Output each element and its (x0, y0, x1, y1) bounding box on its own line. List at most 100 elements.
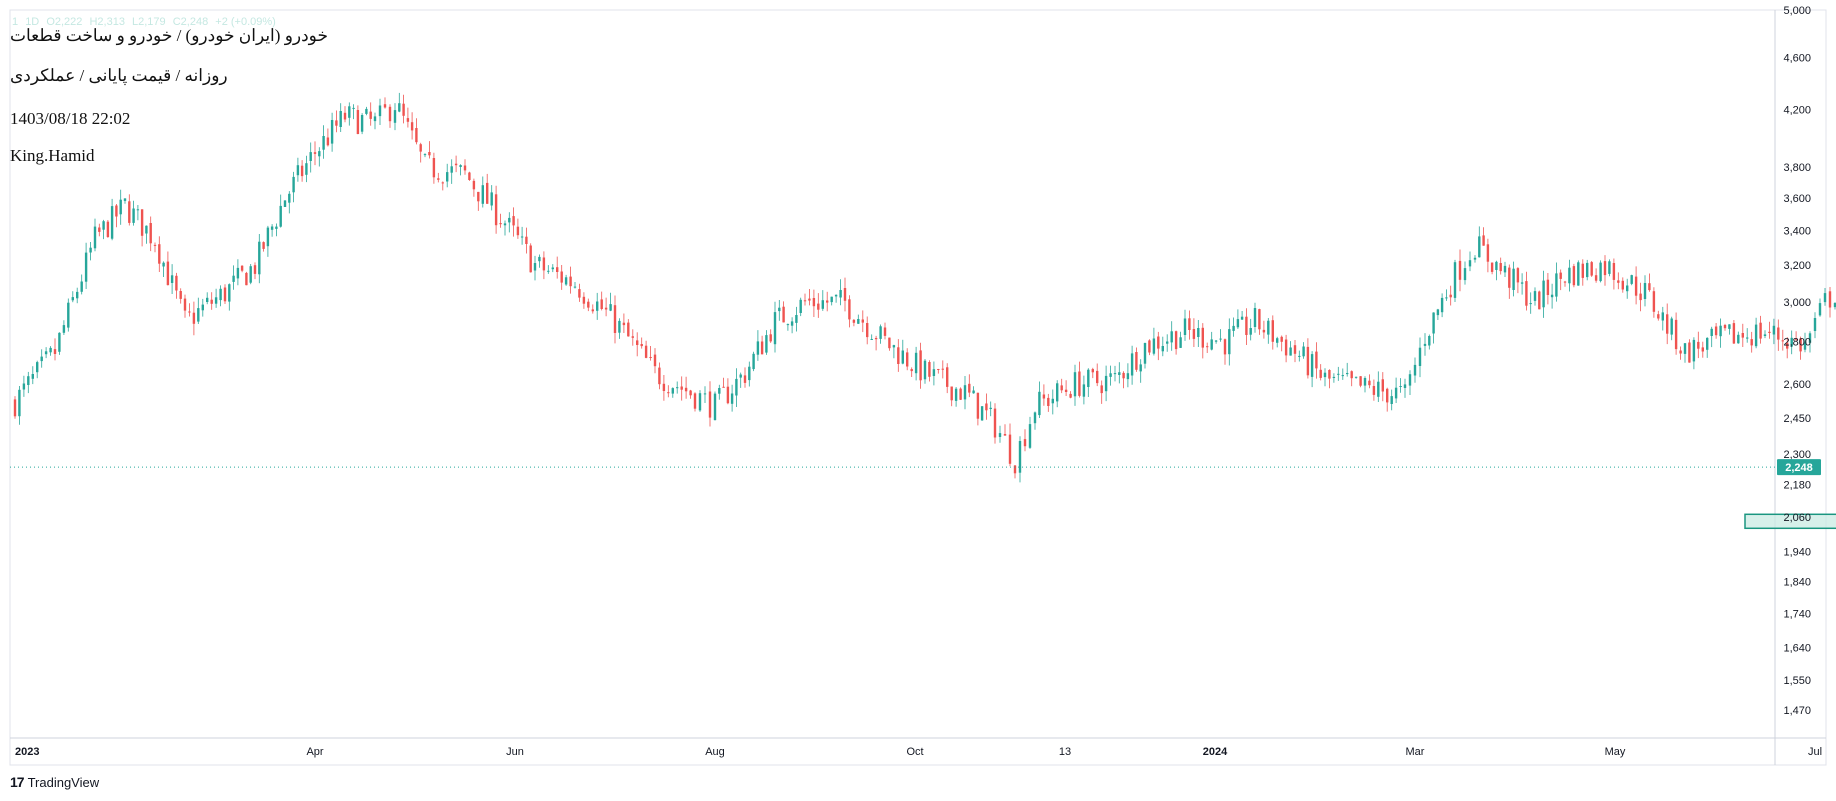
candle-body (756, 341, 760, 355)
candle-body (799, 299, 802, 313)
tradingview-brand[interactable]: 17 TradingView (10, 774, 99, 790)
candle-body (861, 319, 864, 323)
candle-body (22, 383, 26, 390)
price-axis[interactable]: 5,000 4,600 4,200 3,800 3,600 3,400 3,200 3,000… (1777, 5, 1821, 717)
candle-body (1328, 370, 1331, 379)
x-tick-label: Mar (1406, 746, 1425, 758)
candle-body (684, 387, 688, 392)
candle-body (1337, 373, 1340, 375)
candle-body (923, 360, 927, 380)
candle-body (834, 294, 838, 297)
candle-body (1639, 293, 1642, 301)
candle-body (1621, 280, 1624, 290)
candle-body (1249, 328, 1252, 335)
candle-body (1197, 328, 1200, 337)
y-tick-label: 5,000 (1783, 5, 1811, 17)
candle-body (1148, 340, 1151, 353)
candle-body (1786, 342, 1789, 349)
candle-body (67, 302, 70, 328)
candle-body (210, 299, 213, 304)
candle-body (245, 272, 248, 286)
candle-body (1643, 283, 1647, 299)
candle-body (1599, 262, 1602, 282)
candle-body (398, 103, 401, 112)
x-tick-label: Oct (906, 746, 923, 758)
candle-body (631, 336, 634, 338)
candle-body (1394, 387, 1398, 399)
x-tick-label: Aug (705, 746, 725, 758)
candle-body (1679, 350, 1682, 354)
candle-body (1714, 326, 1718, 336)
candle-body (1056, 383, 1059, 402)
candle-body (533, 263, 537, 271)
candle-body (520, 236, 524, 238)
candle-body (718, 388, 721, 394)
candle-body (423, 154, 427, 156)
y-tick-label: 3,400 (1783, 226, 1811, 238)
candle-body (1777, 327, 1780, 340)
candle-body (1298, 355, 1301, 357)
candle-body (1018, 441, 1022, 473)
candle-body (110, 206, 114, 239)
candles-layer (13, 92, 1836, 483)
candle-body (188, 311, 191, 313)
candle-body (870, 339, 873, 340)
candle-body (119, 199, 122, 215)
candle-body (232, 275, 235, 282)
candle-body (538, 256, 541, 262)
time-axis[interactable]: 2023AprJunAugOct132024MarMayJulSepNov202… (15, 746, 1836, 758)
candle-body (419, 144, 422, 152)
candle-body (1166, 341, 1169, 344)
candle-body (808, 298, 811, 301)
candle-body (649, 357, 652, 358)
candle-body (1100, 385, 1103, 394)
candle-body (1078, 371, 1081, 396)
candle-body (622, 322, 626, 326)
candle-body (888, 337, 891, 349)
candle-body (219, 288, 222, 301)
candle-body (153, 244, 157, 246)
candle-body (27, 376, 30, 385)
candle-body (1772, 325, 1776, 335)
candle-body (1525, 281, 1528, 306)
candle-body (937, 369, 940, 370)
candle-body (145, 225, 148, 234)
candle-body (201, 304, 204, 311)
candle-body (1512, 268, 1515, 290)
candle-body (1228, 329, 1231, 355)
candle-body (1692, 339, 1696, 362)
candle-body (1157, 336, 1160, 349)
candle-body (481, 185, 484, 204)
candle-body (879, 326, 882, 339)
candle-body (959, 388, 962, 400)
candle-body (183, 298, 187, 311)
candle-body (564, 277, 568, 285)
candle-body (373, 116, 377, 122)
chart-border (9, 9, 1827, 766)
y-tick-label: 2,450 (1783, 413, 1811, 425)
x-tick-label: 13 (1059, 746, 1071, 758)
candle-body (910, 369, 913, 372)
candle-body (71, 297, 74, 301)
candle-body (1478, 236, 1481, 258)
candle-body (906, 352, 909, 367)
candle-body (1468, 260, 1472, 267)
candle-body (296, 165, 300, 176)
candle-body (1183, 318, 1187, 335)
candle-body (1823, 293, 1827, 303)
candle-body (998, 433, 1002, 437)
candle-body (446, 172, 449, 182)
candle-body (300, 165, 304, 177)
candle-body (676, 387, 679, 389)
candle-body (989, 407, 992, 409)
x-tick-label: Apr (306, 746, 323, 758)
candle-body (852, 319, 856, 323)
candle-body (1728, 324, 1731, 329)
candle-body (985, 403, 988, 411)
candle-body (1013, 465, 1017, 474)
candle-body (946, 367, 949, 387)
candle-body (13, 399, 17, 417)
candle-body (1799, 338, 1802, 352)
ohlc-item: +2 (+0.09%) (215, 16, 276, 28)
